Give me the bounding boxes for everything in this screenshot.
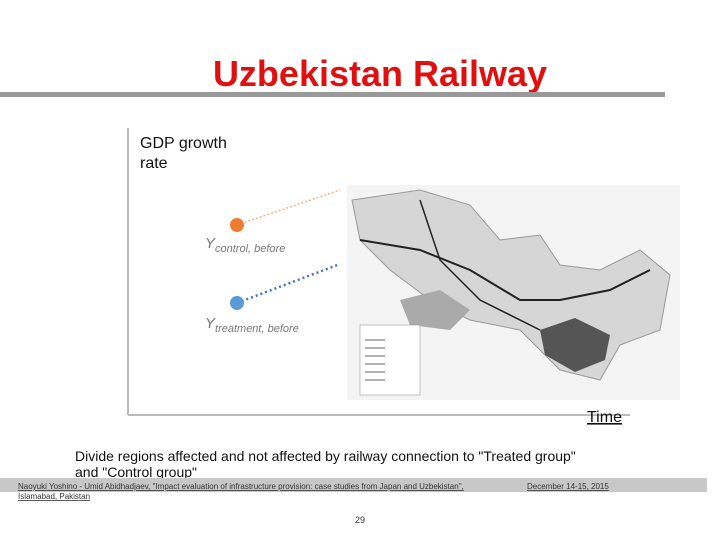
treatment-trend	[236, 262, 341, 305]
citation: Islamabad, Pakistan	[18, 492, 90, 501]
control-label: Ycontrol, before	[205, 235, 285, 255]
footer-band	[0, 478, 707, 492]
citation: Naoyuki Yoshino - Umid Abidhadjaev, "Imp…	[18, 482, 464, 491]
x-axis-label: Time	[587, 409, 622, 426]
treatment-label: Ytreatment, before	[205, 315, 299, 335]
title-rule	[0, 92, 665, 97]
y-axis-label: rate	[140, 155, 168, 172]
railway-map	[347, 185, 680, 400]
treatment-point	[230, 296, 244, 310]
page-number: 29	[355, 515, 365, 525]
caption: and "Control group"	[75, 464, 197, 480]
control-point	[230, 218, 244, 232]
date: December 14-15, 2015	[527, 482, 609, 491]
caption: Divide regions affected and not affected…	[75, 448, 576, 464]
title: Uzbekistan Railway	[213, 53, 547, 94]
y-axis-label: GDP growth	[140, 135, 227, 152]
